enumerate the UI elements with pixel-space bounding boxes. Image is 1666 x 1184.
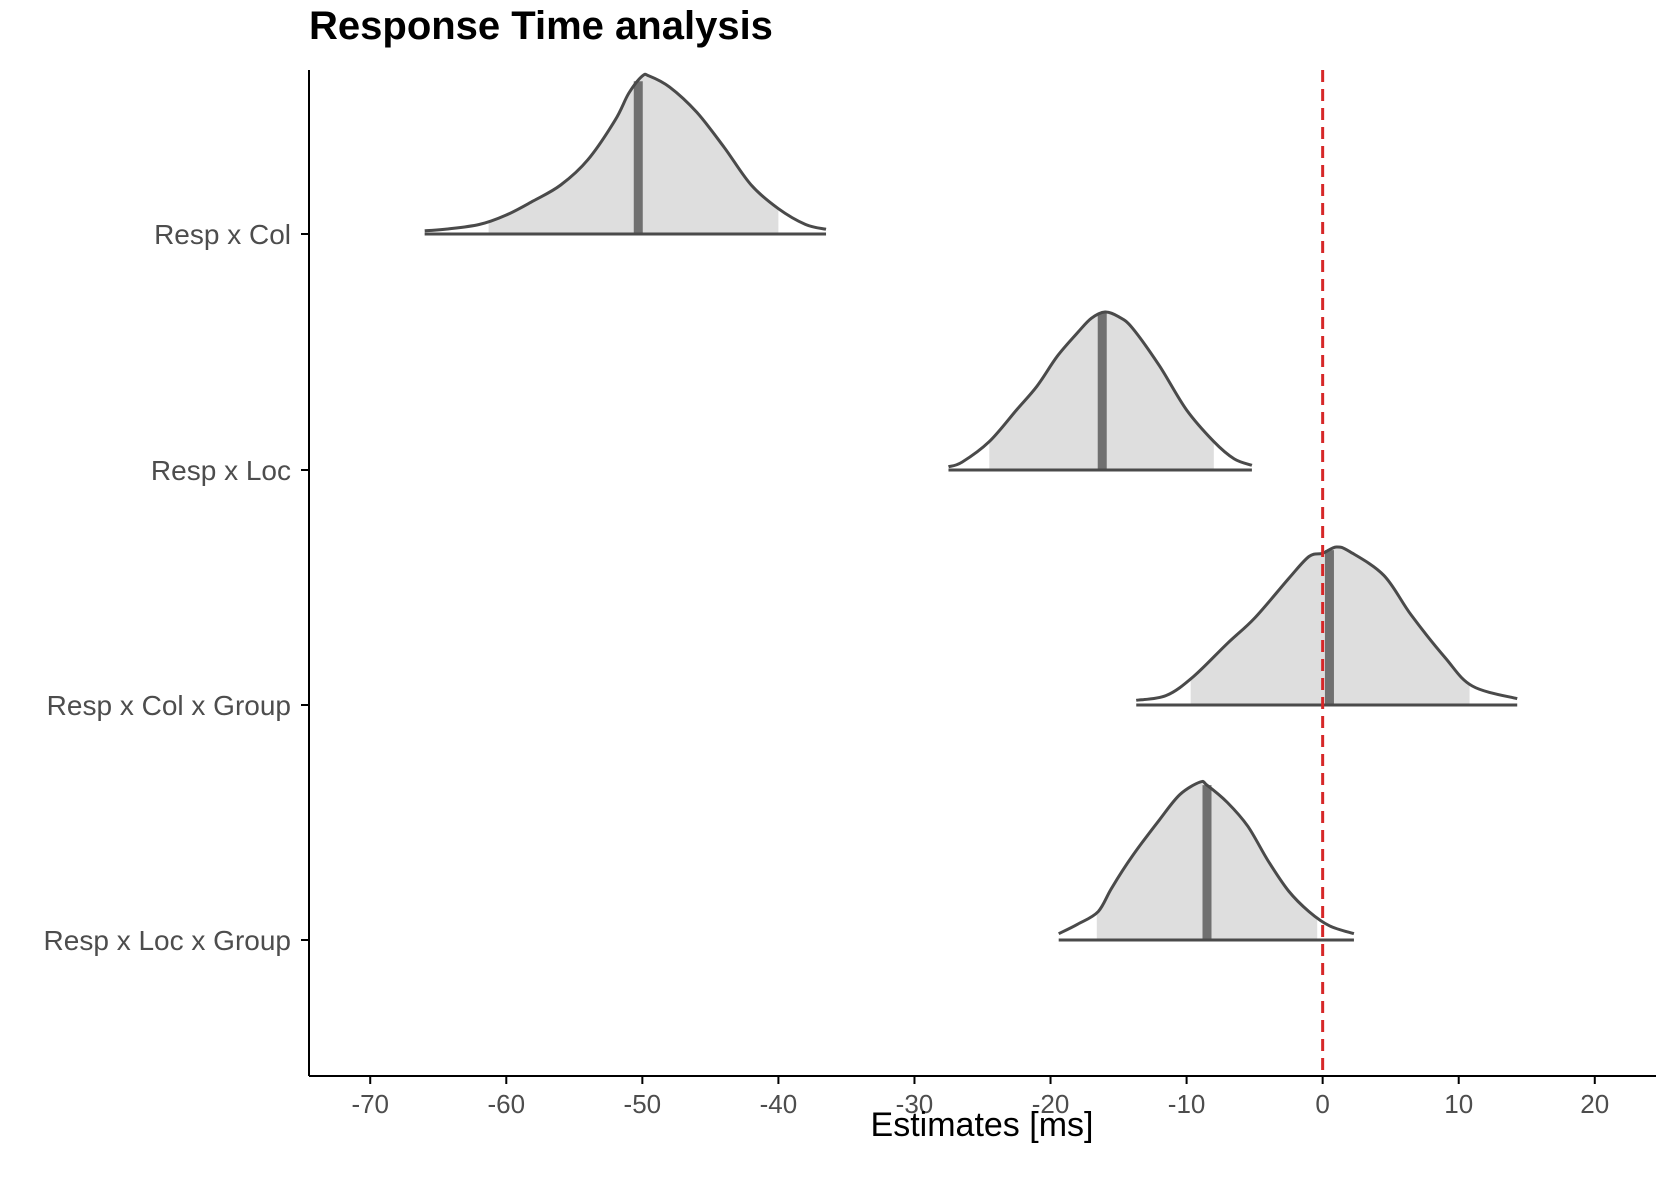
x-axis-title: Estimates [ms] [871, 1106, 1094, 1144]
ci-area-resp-x-col [488, 74, 779, 234]
x-axis-ticks: -70 -60 -50 -40 -30 -20 -10 0 10 20 [351, 1076, 1609, 1119]
density-resp-x-col-x-group [1135, 545, 1518, 707]
density-curve-resp-x-loc-x-group [1058, 779, 1355, 936]
density-resp-x-col [424, 72, 827, 236]
density-resp-x-loc [948, 310, 1253, 472]
x-tick-label: 10 [1444, 1089, 1473, 1119]
density-curve-resp-x-loc [948, 310, 1253, 469]
y-tick-label: Resp x Loc x Group [44, 925, 291, 956]
y-tick-label: Resp x Loc [151, 455, 291, 486]
density-resp-x-loc-x-group [1058, 779, 1355, 942]
x-tick-label: 0 [1315, 1089, 1329, 1119]
x-tick-label: -30 [896, 1089, 934, 1119]
y-tick-label: Resp x Col [154, 219, 291, 250]
y-tick-label: Resp x Col x Group [47, 690, 291, 721]
x-tick-label: -40 [760, 1089, 798, 1119]
x-tick-label: -50 [624, 1089, 662, 1119]
x-tick-label: -20 [1032, 1089, 1070, 1119]
x-tick-label: -10 [1168, 1089, 1206, 1119]
density-curve-resp-x-col [424, 72, 827, 233]
y-axis-ticks: Resp x Col Resp x Loc Resp x Col x Group Re… [44, 219, 309, 956]
density-layer [424, 72, 1518, 942]
x-tick-label: 20 [1580, 1089, 1609, 1119]
x-tick-label: -70 [351, 1089, 389, 1119]
chart-title: Response Time analysis [309, 4, 773, 48]
x-tick-label: -60 [487, 1089, 525, 1119]
